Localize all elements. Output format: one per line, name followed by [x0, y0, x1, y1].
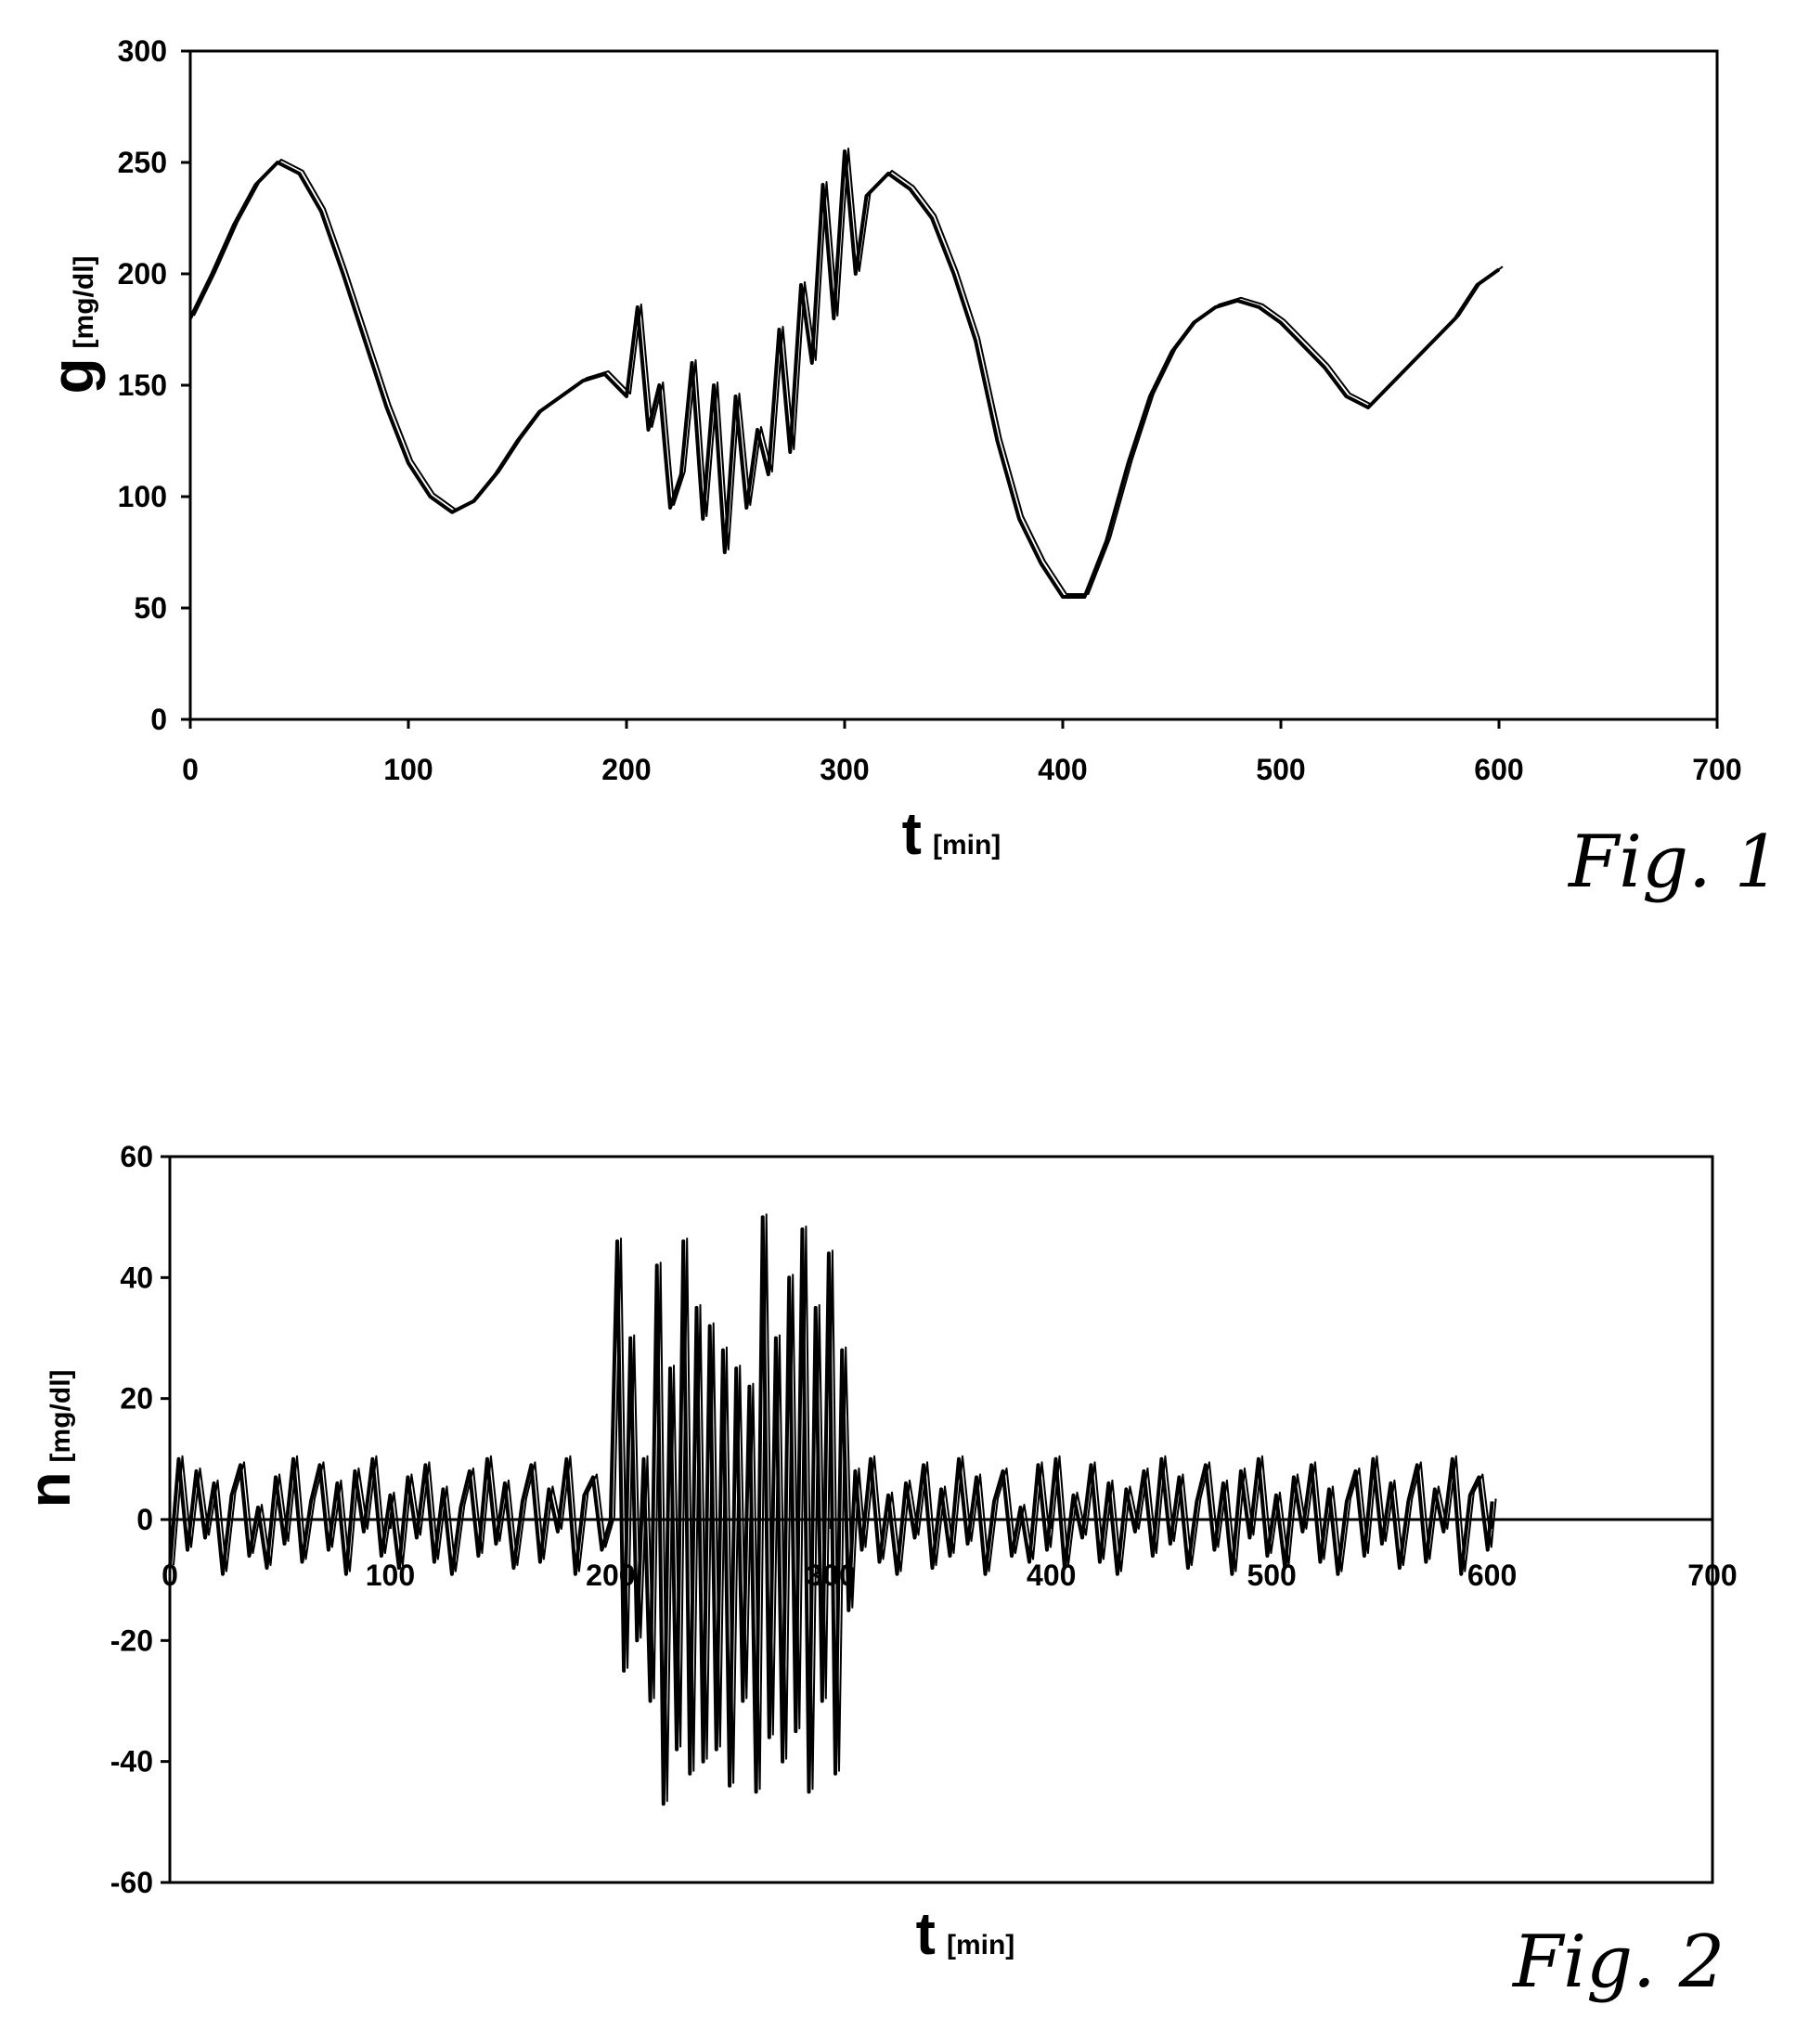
y-tick-label: 0 [150, 703, 167, 736]
x-tick-label: 200 [586, 1559, 635, 1592]
chart-2: -60-40-2002040600100200300400500600700t[… [16, 1140, 1738, 2004]
x-tick-label: 500 [1256, 753, 1305, 786]
x-axis-label: t [min] [916, 1900, 1015, 1967]
x-tick-label: 400 [1038, 753, 1087, 786]
chart-1: 0 50 100 150 200 250 300 0 100 200 300 400 500 600 700… [39, 34, 1780, 904]
x-tick-label: 600 [1467, 1559, 1517, 1592]
y-tick-label: 150 [118, 369, 167, 402]
y-tick-label: 50 [134, 591, 167, 625]
y-tick-label: 0 [136, 1503, 153, 1536]
y-tick-label: 40 [120, 1261, 153, 1294]
y-tick-label: -40 [110, 1745, 153, 1779]
x-axis-unit: [min] [947, 1930, 1014, 1960]
x-axis-symbol: t [902, 800, 922, 867]
y-tick-label: 250 [118, 146, 167, 179]
y-tick-label: -20 [110, 1624, 153, 1657]
y-axis-unit: [mg/dl] [69, 255, 99, 348]
x-tick-label: 0 [182, 753, 199, 786]
x-tick-label: 100 [366, 1559, 415, 1592]
x-tick-label: 700 [1687, 1559, 1737, 1592]
y-tick-label: 100 [118, 480, 167, 513]
x-tick-label: 200 [601, 753, 651, 786]
figure-caption: Fig. 2 [1511, 1921, 1725, 2004]
y-tick-label: 200 [118, 257, 167, 291]
x-tick-label: 100 [383, 753, 433, 786]
x-axis-symbol: t [916, 1900, 936, 1967]
plot-frame [190, 51, 1717, 719]
figure-caption: Fig. 1 [1567, 821, 1780, 904]
x-tick-label: 600 [1474, 753, 1523, 786]
x-tick-label: 300 [820, 753, 869, 786]
y-axis-label: n [mg/dl] [16, 1369, 83, 1507]
x-axis-label: t [min] [902, 800, 1001, 867]
y-tick-label: -60 [110, 1866, 153, 1899]
y-axis-symbol: g [39, 357, 106, 394]
y-tick-label: 60 [120, 1140, 153, 1173]
x-tick-label: 700 [1692, 753, 1741, 786]
y-axis-unit: [mg/dl] [45, 1369, 76, 1462]
y-axis-label: g [mg/dl] [39, 255, 106, 394]
x-axis-unit: [min] [933, 830, 1001, 860]
y-tick-label: 20 [120, 1382, 153, 1416]
y-axis-symbol: n [16, 1471, 83, 1507]
y-tick-label: 300 [118, 34, 167, 68]
series-line-trace [194, 149, 1503, 594]
